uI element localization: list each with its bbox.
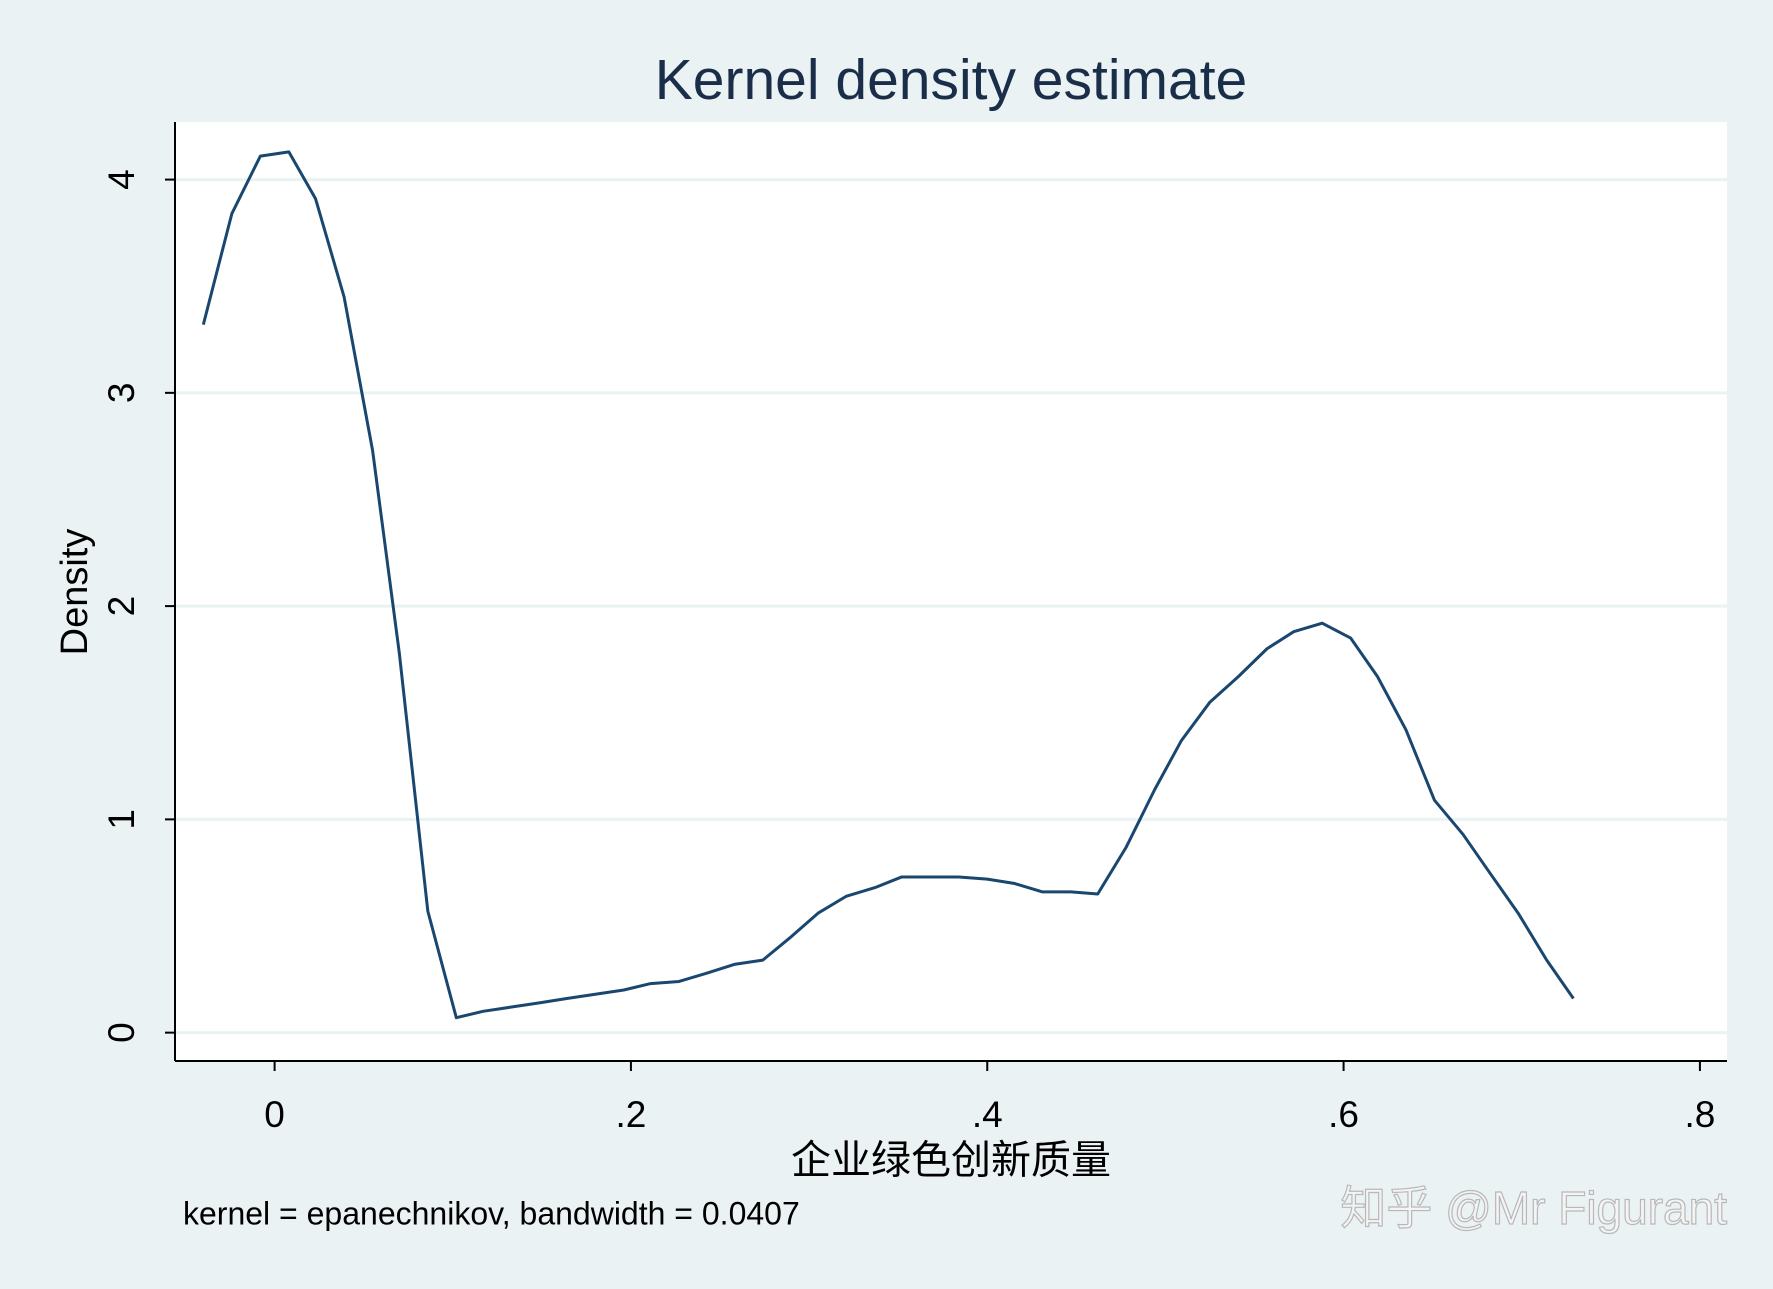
x-axis-label: 企业绿色创新质量 xyxy=(791,1139,1111,1183)
y-tick-label: 4 xyxy=(101,169,142,190)
x-tick-label: 0 xyxy=(264,1094,285,1135)
density-line xyxy=(201,150,1575,1020)
y-tick-label: 3 xyxy=(101,383,142,404)
note: kernel = epanechnikov, bandwidth = 0.040… xyxy=(183,1195,800,1231)
y-tick-label: 2 xyxy=(101,596,142,617)
x-tick-label: .8 xyxy=(1684,1094,1715,1135)
y-axis-label: Density xyxy=(54,529,96,656)
y-tick-label: 1 xyxy=(101,809,142,830)
x-tick-label: .2 xyxy=(615,1094,646,1135)
plot-area xyxy=(175,122,1727,1061)
x-tick-label: .4 xyxy=(972,1094,1003,1135)
x-tick-label: .6 xyxy=(1328,1094,1359,1135)
watermark: 知乎 @Mr Figurant xyxy=(1340,1182,1727,1234)
y-tick-label: 0 xyxy=(101,1022,142,1043)
chart-title: Kernel density estimate xyxy=(655,48,1247,112)
